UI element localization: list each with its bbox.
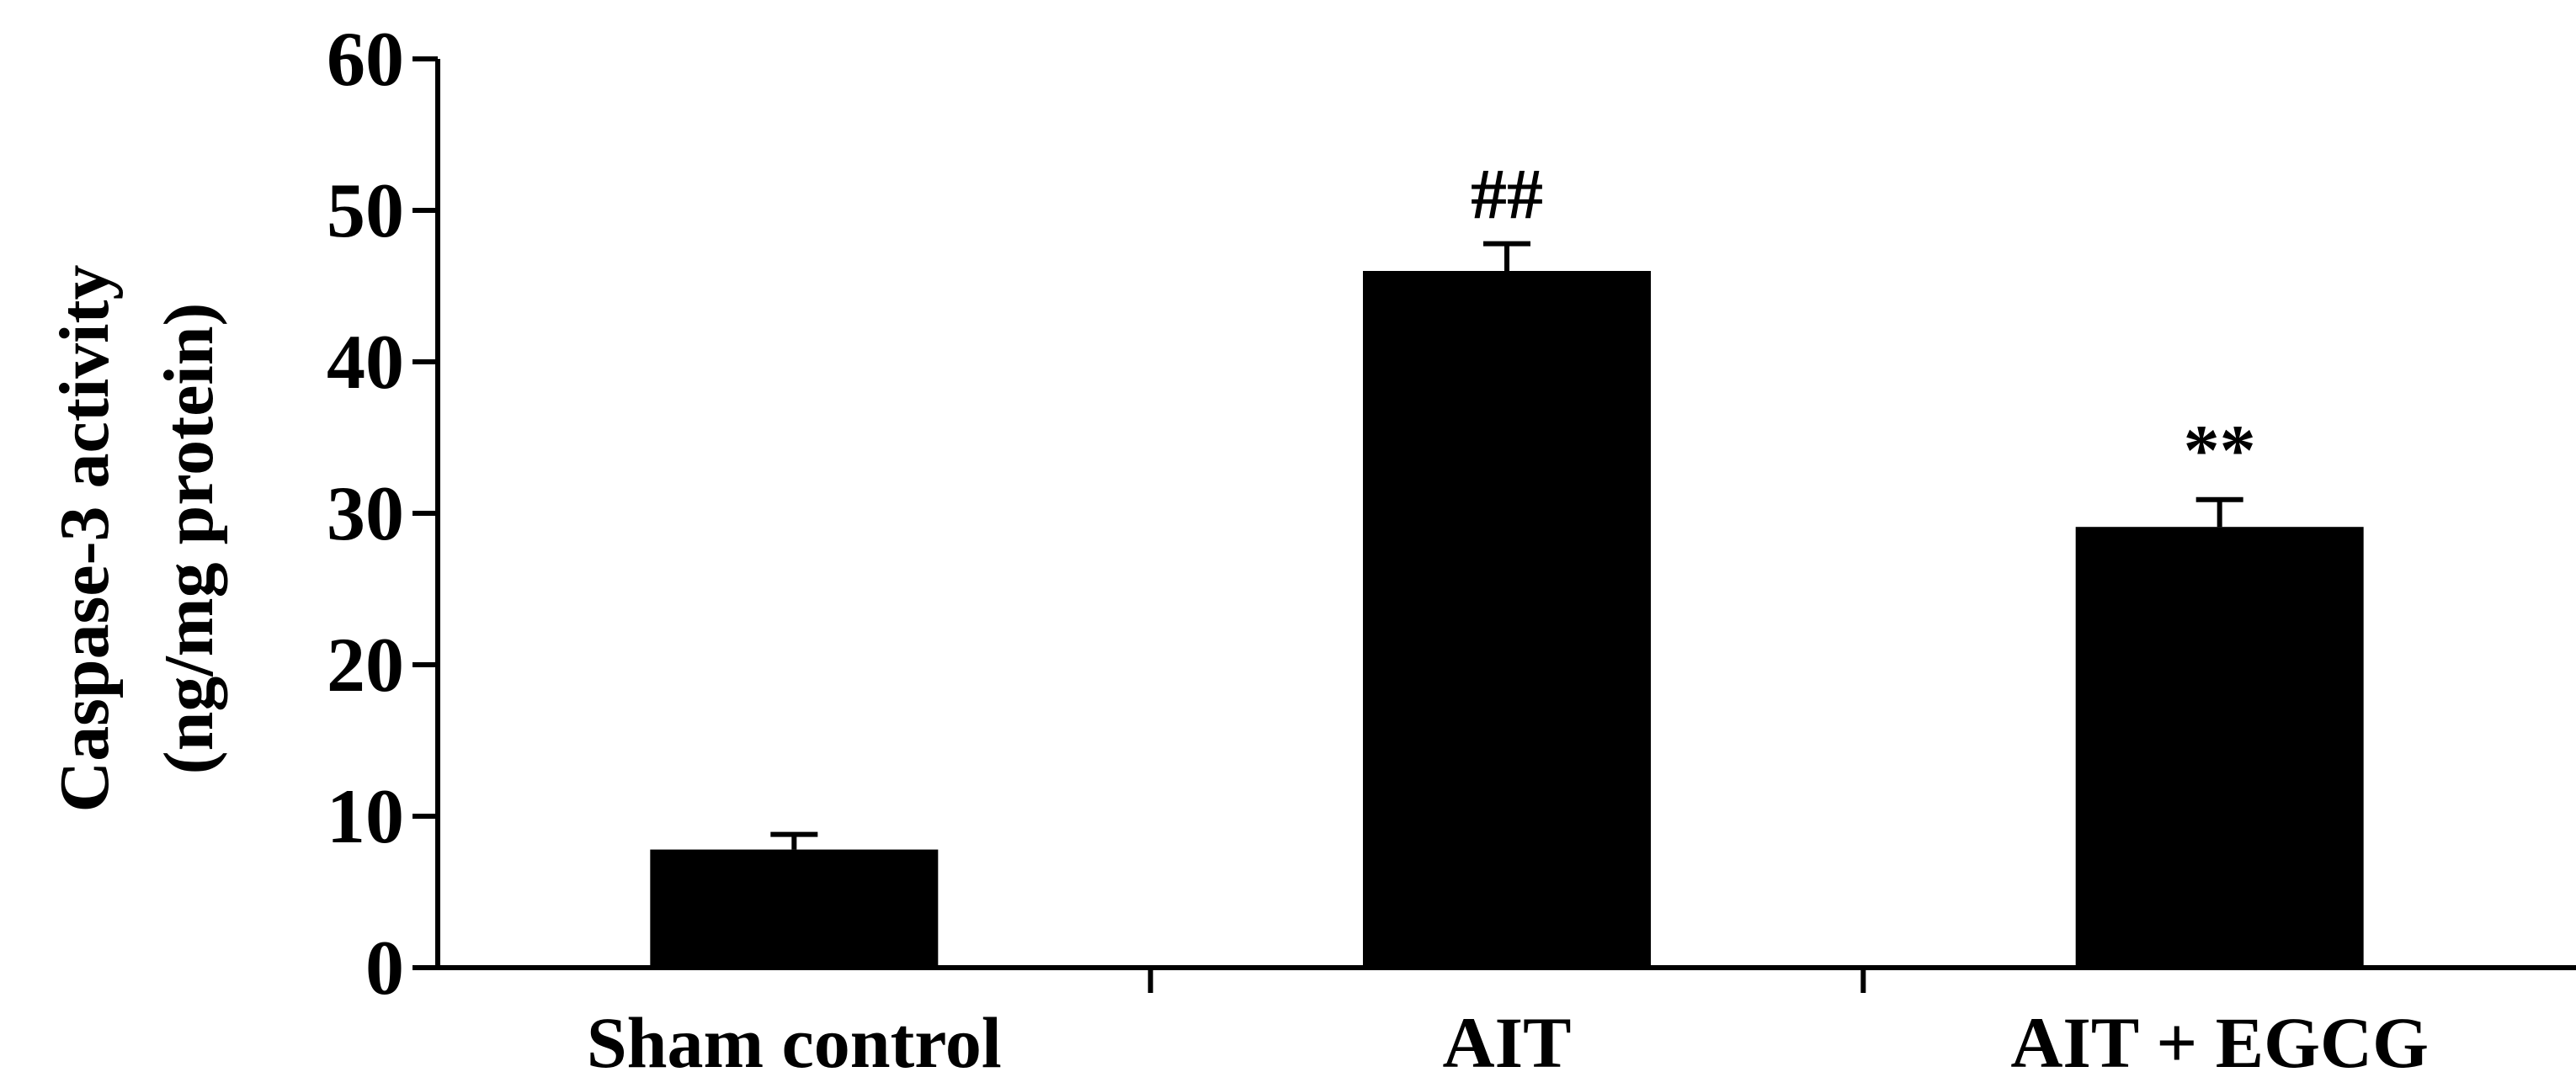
bar (1363, 271, 1651, 968)
bar (650, 849, 939, 968)
x-category-label: Sham control (587, 1002, 1002, 1083)
y-tick-label: 60 (327, 16, 404, 102)
plot-area: 0 10 20 30 40 50 60 Sham control ## AIT ** AIT + EG… (327, 16, 2576, 1083)
x-category-label: AIT (1443, 1002, 1572, 1083)
significance-marker: ## (1471, 154, 1543, 235)
y-tick-label: 50 (327, 167, 404, 253)
y-tick-label: 40 (327, 319, 404, 405)
y-axis-title: Caspase-3 activity (ng/mg protein) (45, 265, 228, 813)
bar (2075, 527, 2364, 968)
y-tick-label: 30 (327, 470, 404, 556)
y-axis-title-line-2: (ng/mg protein) (150, 303, 228, 775)
y-tick-label: 0 (365, 925, 404, 1011)
y-tick-label: 20 (327, 622, 404, 708)
x-category-label: AIT + EGCG (2010, 1002, 2429, 1083)
significance-marker: ** (2184, 410, 2256, 491)
y-tick-label: 10 (327, 773, 404, 859)
y-axis-title-line-1: Caspase-3 activity (45, 265, 124, 813)
